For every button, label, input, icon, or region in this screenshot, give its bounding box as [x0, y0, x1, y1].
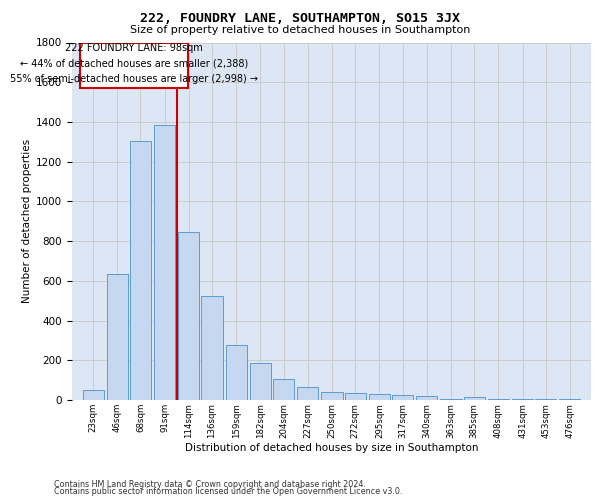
X-axis label: Distribution of detached houses by size in Southampton: Distribution of detached houses by size …: [185, 443, 478, 453]
Bar: [107, 274, 128, 400]
Bar: [273, 379, 294, 400]
Bar: [559, 399, 580, 400]
Bar: [178, 232, 199, 400]
Bar: [392, 395, 413, 400]
Bar: [369, 394, 390, 400]
Bar: [297, 387, 319, 400]
Text: 222, FOUNDRY LANE, SOUTHAMPTON, SO15 3JX: 222, FOUNDRY LANE, SOUTHAMPTON, SO15 3JX: [140, 12, 460, 26]
Bar: [226, 346, 247, 400]
Text: Size of property relative to detached houses in Southampton: Size of property relative to detached ho…: [130, 25, 470, 35]
Bar: [250, 364, 271, 400]
Text: ← 44% of detached houses are smaller (2,388): ← 44% of detached houses are smaller (2,…: [20, 58, 248, 68]
Bar: [154, 125, 175, 400]
Bar: [202, 296, 223, 400]
Bar: [488, 399, 509, 400]
Bar: [83, 390, 104, 400]
Y-axis label: Number of detached properties: Number of detached properties: [22, 139, 32, 304]
Bar: [416, 396, 437, 400]
Bar: [512, 399, 533, 400]
Bar: [80, 42, 188, 88]
Bar: [535, 399, 556, 400]
Bar: [440, 399, 461, 400]
Bar: [344, 393, 366, 400]
Text: Contains public sector information licensed under the Open Government Licence v3: Contains public sector information licen…: [54, 488, 403, 496]
Bar: [464, 397, 485, 400]
Bar: [322, 392, 343, 400]
Text: 222 FOUNDRY LANE: 98sqm: 222 FOUNDRY LANE: 98sqm: [65, 44, 203, 54]
Bar: [130, 141, 151, 400]
Text: 55% of semi-detached houses are larger (2,998) →: 55% of semi-detached houses are larger (…: [10, 74, 258, 84]
Text: Contains HM Land Registry data © Crown copyright and database right 2024.: Contains HM Land Registry data © Crown c…: [54, 480, 366, 489]
